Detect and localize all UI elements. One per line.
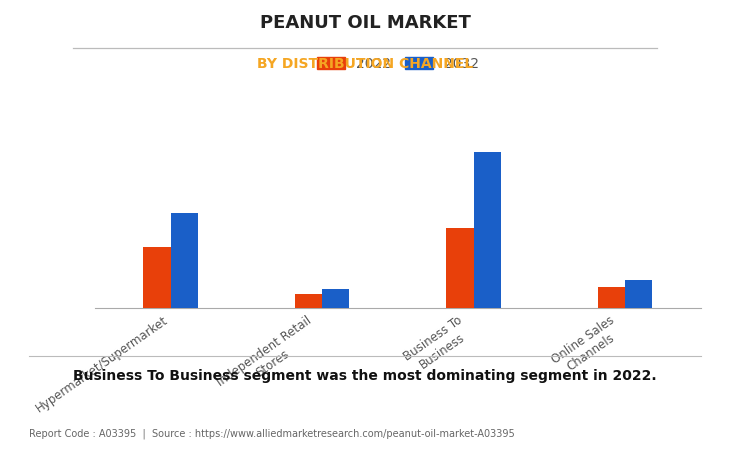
Bar <box>474 152 501 308</box>
Bar <box>598 287 625 308</box>
Bar <box>625 280 653 308</box>
Bar <box>171 213 198 308</box>
Text: Report Code : A03395  |  Source : https://www.alliedmarketresearch.com/peanut-oi: Report Code : A03395 | Source : https://… <box>29 429 515 439</box>
Bar <box>322 289 350 308</box>
Bar <box>446 228 474 308</box>
Text: PEANUT OIL MARKET: PEANUT OIL MARKET <box>260 14 470 32</box>
Text: BY DISTRIBUTION CHANNEL: BY DISTRIBUTION CHANNEL <box>257 57 473 71</box>
Bar <box>143 247 171 308</box>
Text: Business To Business segment was the most dominating segment in 2022.: Business To Business segment was the mos… <box>73 369 657 383</box>
Bar <box>295 294 322 308</box>
Legend: 2022, 2032: 2022, 2032 <box>313 53 483 75</box>
